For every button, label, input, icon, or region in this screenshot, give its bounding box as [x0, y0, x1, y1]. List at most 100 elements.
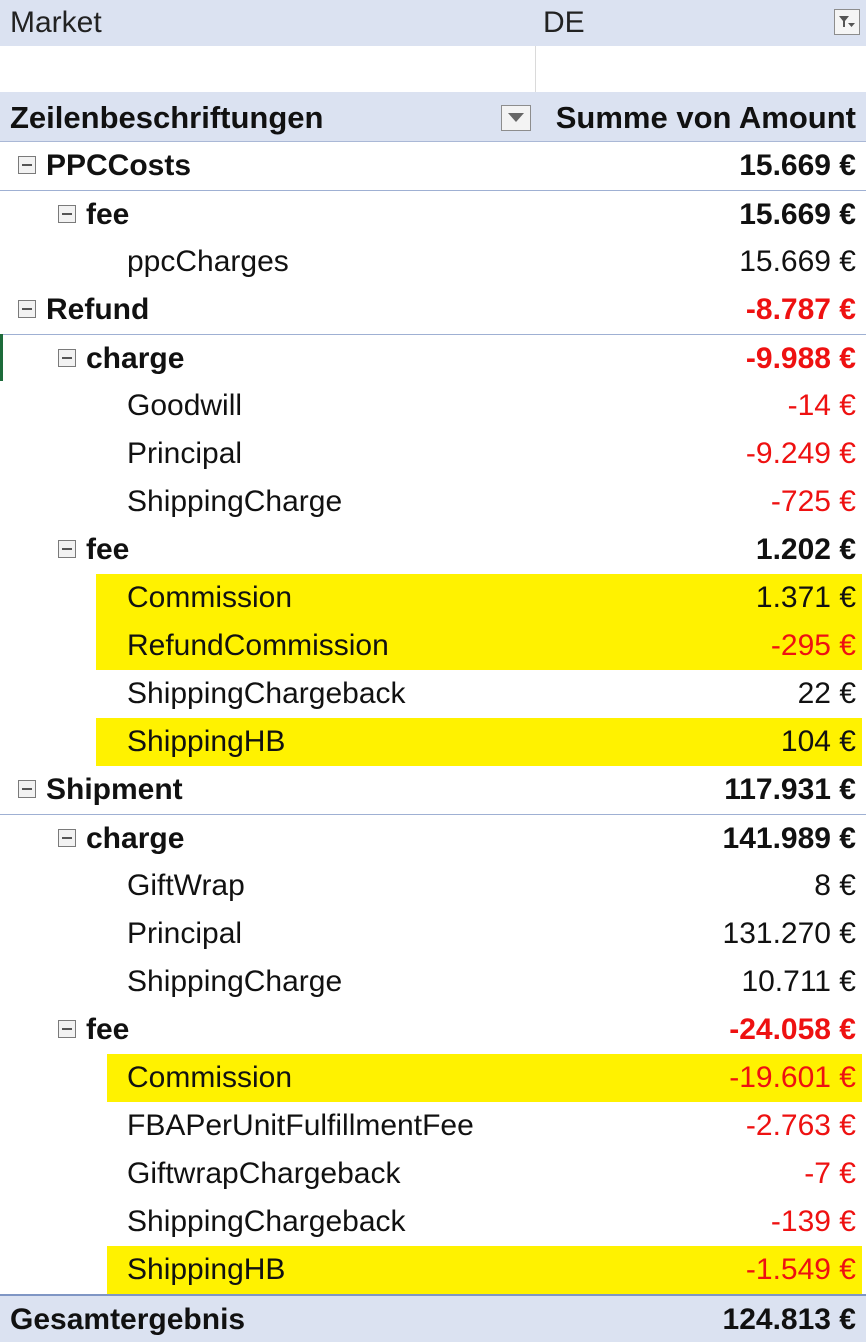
- collapse-toggle-icon[interactable]: [18, 300, 36, 318]
- cell-highlight: [107, 1054, 862, 1102]
- row-amount: -14 €: [787, 389, 856, 422]
- row-label: ShippingChargeback: [127, 677, 406, 710]
- row-amount: 10.711 €: [741, 965, 856, 998]
- table-row[interactable]: GiftwrapChargeback -7 €: [0, 1150, 866, 1198]
- row-label: Shipment: [46, 773, 183, 806]
- table-row[interactable]: charge -9.988 €: [0, 334, 866, 382]
- row-label: RefundCommission: [127, 629, 389, 662]
- dropdown-arrow-icon[interactable]: [501, 105, 531, 131]
- row-amount: -9.249 €: [745, 437, 856, 470]
- collapse-toggle-icon[interactable]: [58, 829, 76, 847]
- collapse-toggle-icon[interactable]: [58, 349, 76, 367]
- row-label: GiftwrapChargeback: [127, 1157, 401, 1190]
- collapse-toggle-icon[interactable]: [18, 780, 36, 798]
- table-row[interactable]: FBAPerUnitFulfillmentFee -2.763 €: [0, 1102, 866, 1150]
- row-label: charge: [86, 822, 185, 855]
- table-row[interactable]: PPCCosts 15.669 €: [0, 142, 866, 190]
- table-row[interactable]: GiftWrap 8 €: [0, 862, 866, 910]
- row-label: ShippingHB: [127, 725, 286, 758]
- collapse-toggle-icon[interactable]: [58, 205, 76, 223]
- table-row[interactable]: ppcCharges 15.669 €: [0, 238, 866, 286]
- row-amount: 141.989 €: [722, 822, 856, 855]
- row-amount: 15.669 €: [739, 245, 856, 278]
- blank-row: [0, 46, 866, 92]
- row-label: fee: [86, 198, 130, 231]
- row-label: ppcCharges: [127, 245, 289, 278]
- table-row[interactable]: Shipment 117.931 €: [0, 766, 866, 814]
- collapse-toggle-icon[interactable]: [58, 540, 76, 558]
- row-amount: 1.371 €: [755, 581, 856, 614]
- row-label: ShippingCharge: [127, 965, 343, 998]
- row-label: Goodwill: [127, 389, 243, 422]
- table-row[interactable]: ShippingChargeback 22 €: [0, 670, 866, 718]
- table-row[interactable]: fee -24.058 €: [0, 1006, 866, 1054]
- table-row[interactable]: ShippingChargeback -139 €: [0, 1198, 866, 1246]
- row-label: ShippingCharge: [127, 485, 343, 518]
- row-amount: 104 €: [780, 725, 856, 758]
- pivot-header-row: Zeilenbeschriftungen Summe von Amount: [0, 92, 866, 142]
- row-amount: 22 €: [797, 677, 856, 710]
- table-row[interactable]: Commission -19.601 €: [0, 1054, 866, 1102]
- row-amount: 131.270 €: [722, 917, 856, 950]
- row-label: FBAPerUnitFulfillmentFee: [127, 1109, 474, 1142]
- table-row[interactable]: ShippingCharge 10.711 €: [0, 958, 866, 1006]
- row-amount: 8 €: [814, 869, 856, 902]
- row-amount: -9.988 €: [745, 342, 856, 375]
- row-amount: 15.669 €: [739, 198, 856, 231]
- row-amount: 1.202 €: [755, 533, 856, 566]
- row-amount: 117.931 €: [724, 773, 856, 806]
- row-amount: -8.787 €: [745, 293, 856, 326]
- table-row[interactable]: RefundCommission -295 €: [0, 622, 866, 670]
- column-divider: [535, 46, 536, 92]
- report-filter-row: Market DE: [0, 0, 866, 47]
- filter-dropdown-icon[interactable]: [834, 9, 860, 35]
- table-row[interactable]: ShippingHB -1.549 €: [0, 1246, 866, 1294]
- row-labels-header: Zeilenbeschriftungen: [10, 100, 324, 135]
- table-row[interactable]: fee 15.669 €: [0, 190, 866, 238]
- cell-highlight: [107, 1246, 862, 1294]
- row-label: Commission: [127, 581, 293, 614]
- row-label: ShippingHB: [127, 1253, 286, 1286]
- grand-total-row: Gesamtergebnis 124.813 €: [0, 1294, 866, 1342]
- row-amount: -295 €: [770, 629, 856, 662]
- row-amount: -24.058 €: [729, 1013, 856, 1046]
- row-label: Commission: [127, 1061, 293, 1094]
- values-header: Summe von Amount: [555, 100, 856, 135]
- row-label: Principal: [127, 437, 243, 470]
- pivot-rows: PPCCosts 15.669 € fee 15.669 € ppcCharges 15.…: [0, 142, 866, 1294]
- row-label: GiftWrap: [127, 869, 245, 902]
- table-row[interactable]: Refund -8.787 €: [0, 286, 866, 334]
- filter-field-label: Market: [10, 6, 102, 39]
- table-row[interactable]: charge 141.989 €: [0, 814, 866, 862]
- collapse-toggle-icon[interactable]: [58, 1020, 76, 1038]
- cell-highlight: [96, 718, 862, 766]
- row-amount: 15.669 €: [739, 149, 856, 182]
- grand-total-label: Gesamtergebnis: [10, 1303, 246, 1336]
- cell-highlight: [96, 622, 862, 670]
- row-label: Refund: [46, 293, 150, 326]
- cell-highlight: [96, 574, 862, 622]
- row-label: charge: [86, 342, 185, 375]
- table-row[interactable]: Principal 131.270 €: [0, 910, 866, 958]
- table-row[interactable]: Commission 1.371 €: [0, 574, 866, 622]
- grand-total-amount: 124.813 €: [722, 1303, 856, 1336]
- table-row[interactable]: ShippingHB 104 €: [0, 718, 866, 766]
- row-label: Principal: [127, 917, 243, 950]
- row-label: fee: [86, 533, 130, 566]
- row-amount: -19.601 €: [729, 1061, 856, 1094]
- table-row[interactable]: fee 1.202 €: [0, 526, 866, 574]
- table-row[interactable]: Goodwill -14 €: [0, 382, 866, 430]
- row-amount: -139 €: [770, 1205, 856, 1238]
- row-label: ShippingChargeback: [127, 1205, 406, 1238]
- row-amount: -7 €: [804, 1157, 856, 1190]
- row-label: PPCCosts: [46, 149, 192, 182]
- row-amount: -725 €: [770, 485, 856, 518]
- filter-field-value[interactable]: DE: [543, 6, 585, 39]
- row-amount: -1.549 €: [745, 1253, 856, 1286]
- row-label: fee: [86, 1013, 130, 1046]
- table-row[interactable]: ShippingCharge -725 €: [0, 478, 866, 526]
- active-row-indicator: [0, 334, 3, 381]
- table-row[interactable]: Principal -9.249 €: [0, 430, 866, 478]
- collapse-toggle-icon[interactable]: [18, 156, 36, 174]
